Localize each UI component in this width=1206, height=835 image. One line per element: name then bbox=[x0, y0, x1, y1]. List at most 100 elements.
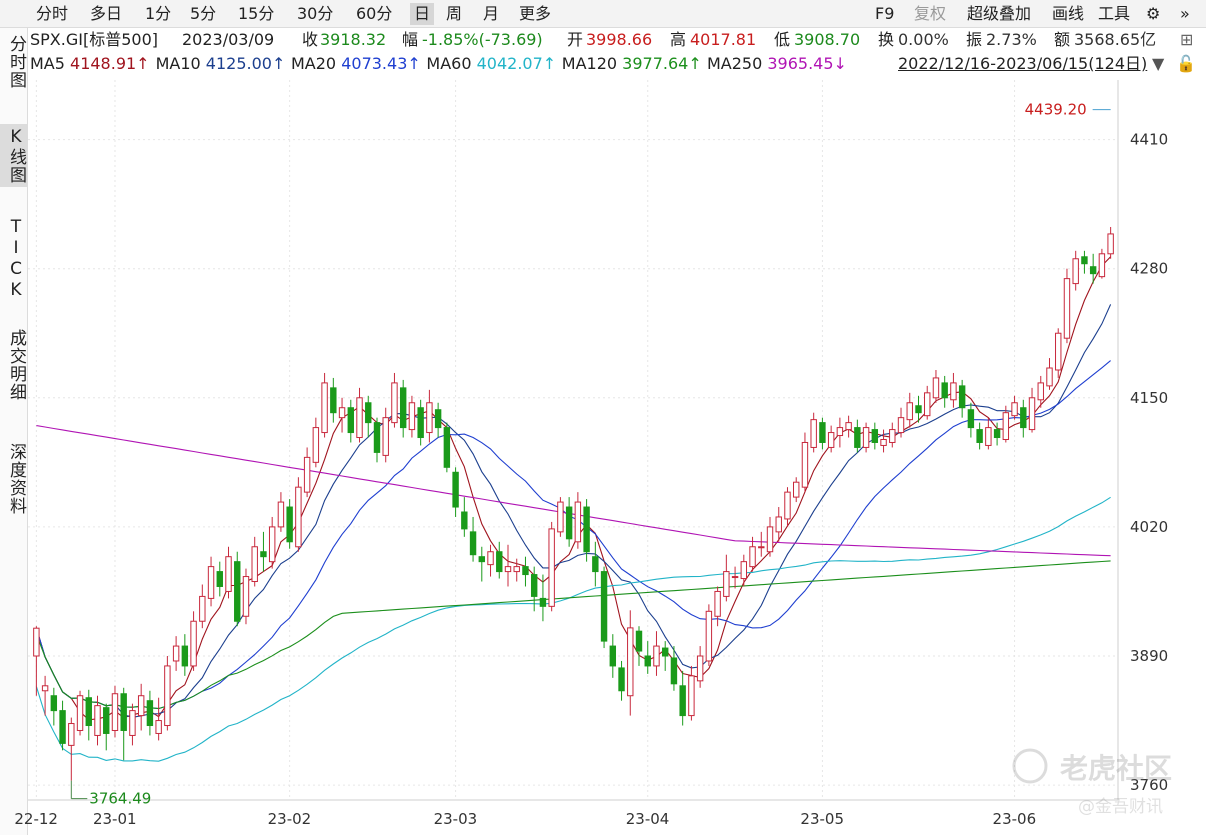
candle-body-up bbox=[845, 422, 852, 431]
svg-text:@金吾财讯: @金吾财讯 bbox=[1078, 797, 1163, 817]
candle-body-down bbox=[434, 409, 442, 429]
toolbar-item-3[interactable]: 画线 bbox=[1052, 4, 1085, 23]
candle-body-down bbox=[600, 571, 608, 642]
ma-label: MA120 bbox=[561, 54, 623, 73]
candle-body-down bbox=[1081, 256, 1088, 265]
gear-icon[interactable]: ⚙ bbox=[1146, 4, 1161, 23]
double-chevron-right-icon[interactable]: » bbox=[1180, 4, 1190, 23]
candle-body-down bbox=[120, 693, 127, 731]
candle-body-down bbox=[993, 429, 1001, 439]
period-tab-4[interactable]: 15分 bbox=[238, 4, 275, 23]
quote-date: 2023/03/09 bbox=[182, 30, 275, 49]
candle-body-up bbox=[295, 486, 302, 548]
period-tab-10[interactable]: 更多 bbox=[519, 4, 552, 23]
candle-body-down bbox=[644, 655, 651, 667]
candle-body-up bbox=[303, 456, 311, 493]
y-tick-label: 3890 bbox=[1130, 647, 1168, 665]
grid-icon[interactable]: ⊞ bbox=[1180, 30, 1194, 49]
candle-body-up bbox=[321, 382, 328, 434]
lock-icon[interactable]: 🔓 bbox=[1176, 54, 1196, 73]
period-tab-6[interactable]: 60分 bbox=[356, 4, 393, 23]
candle-body-up bbox=[784, 491, 791, 520]
candle-body-down bbox=[915, 405, 922, 414]
candle-body-down bbox=[181, 645, 189, 667]
candle-body-up bbox=[94, 705, 101, 736]
candle-body-down bbox=[59, 710, 66, 744]
side-tab-2[interactable]: TICK bbox=[6, 217, 26, 301]
side-tab-4[interactable]: 深度资料 bbox=[6, 443, 26, 515]
close-value: 3918.32 bbox=[320, 30, 387, 49]
candle-body-up bbox=[1046, 367, 1053, 387]
period-tab-3[interactable]: 5分 bbox=[190, 4, 217, 23]
candle-body-up bbox=[1028, 397, 1036, 431]
period-toolbar: 分时 多日 1分 5分 15分 30分 60分日周 月更多 F9 复权 超级叠加 画线 工具 ⚙ » bbox=[0, 0, 1206, 28]
candle-body-up bbox=[1055, 332, 1062, 371]
amount-label: 额 bbox=[1054, 30, 1071, 49]
period-tab-5[interactable]: 30分 bbox=[297, 4, 334, 23]
ma-value: 4042.07↑ bbox=[476, 54, 557, 73]
candle-body-down bbox=[565, 506, 573, 540]
candle-body-down bbox=[234, 561, 241, 622]
side-tab-3[interactable]: 成交明细 bbox=[6, 329, 26, 401]
y-tick-label: 4020 bbox=[1130, 518, 1168, 536]
candle-body-up bbox=[172, 645, 180, 662]
candle-body-down bbox=[854, 427, 861, 448]
candle-body-up bbox=[932, 377, 940, 399]
candle-body-down bbox=[469, 531, 477, 556]
dropdown-triangle-icon[interactable]: ▼ bbox=[1152, 54, 1165, 73]
x-tick-label: 22-12 bbox=[14, 810, 58, 828]
candle-body-down bbox=[976, 429, 983, 443]
candle-body-up bbox=[862, 427, 870, 448]
toolbar-item-2[interactable]: 超级叠加 bbox=[967, 4, 1032, 23]
y-tick-label: 4150 bbox=[1130, 389, 1168, 407]
candle-body-down bbox=[967, 409, 975, 429]
side-tab-1[interactable]: K线图 bbox=[0, 124, 27, 187]
toolbar-item-0[interactable]: F9 bbox=[875, 4, 895, 23]
candle-body-up bbox=[836, 427, 844, 437]
high-value: 4017.81 bbox=[690, 30, 757, 49]
toolbar-item-1[interactable]: 复权 bbox=[914, 4, 947, 23]
candle-body-up bbox=[426, 402, 433, 434]
toolbar-item-4[interactable]: 工具 bbox=[1098, 4, 1131, 23]
candle-body-up bbox=[950, 382, 957, 401]
candle-body-down bbox=[670, 657, 678, 685]
date-range-text[interactable]: 2022/12/16-2023/06/15(124日) bbox=[898, 54, 1148, 73]
ma-legend-item-0: MA5 4148.91↑ bbox=[30, 53, 150, 75]
period-tab-7[interactable]: 日 bbox=[410, 3, 435, 25]
candle-body-up bbox=[487, 551, 494, 566]
ma-line-20 bbox=[35, 360, 1111, 710]
candle-body-down bbox=[417, 407, 424, 439]
candle-body-up bbox=[391, 382, 398, 424]
candle-body-up bbox=[199, 595, 206, 622]
candle-body-down bbox=[347, 407, 354, 434]
candle-body-down bbox=[1020, 407, 1027, 429]
candle-body-up bbox=[740, 561, 748, 580]
period-tab-9[interactable]: 月 bbox=[483, 4, 500, 23]
ma-value: 4148.91↑ bbox=[70, 54, 150, 73]
candle-body-up bbox=[793, 481, 800, 498]
candle-body-up bbox=[68, 723, 75, 746]
candle-body-up bbox=[1072, 258, 1079, 285]
amount-value: 3568.65亿 bbox=[1074, 30, 1157, 49]
period-tab-2[interactable]: 1分 bbox=[145, 4, 172, 23]
x-tick-label: 23-01 bbox=[93, 810, 137, 828]
candle-body-up bbox=[801, 441, 809, 488]
candle-body-up bbox=[111, 693, 119, 731]
candle-body-up bbox=[548, 528, 555, 607]
candle-body-down bbox=[583, 506, 590, 553]
candle-body-up bbox=[129, 710, 136, 736]
candle-body-up bbox=[897, 417, 905, 434]
y-tick-label: 3760 bbox=[1130, 776, 1168, 794]
symbol-label: SPX.GI[标普500] bbox=[30, 30, 158, 49]
candle-body-down bbox=[461, 511, 468, 530]
period-tab-0[interactable]: 分时 bbox=[36, 4, 69, 23]
period-tab-8[interactable]: 周 bbox=[446, 4, 463, 23]
candle-body-down bbox=[496, 551, 503, 573]
ma-label: MA60 bbox=[426, 54, 477, 73]
ma-legend-item-2: MA20 4073.43↑ bbox=[291, 53, 421, 75]
side-tab-0[interactable]: 分时图 bbox=[6, 35, 26, 89]
period-tab-1[interactable]: 多日 bbox=[90, 4, 123, 23]
svg-text:老虎社区: 老虎社区 bbox=[1060, 752, 1172, 785]
candle-body-up bbox=[627, 627, 634, 697]
low-label: 低 bbox=[774, 30, 791, 49]
